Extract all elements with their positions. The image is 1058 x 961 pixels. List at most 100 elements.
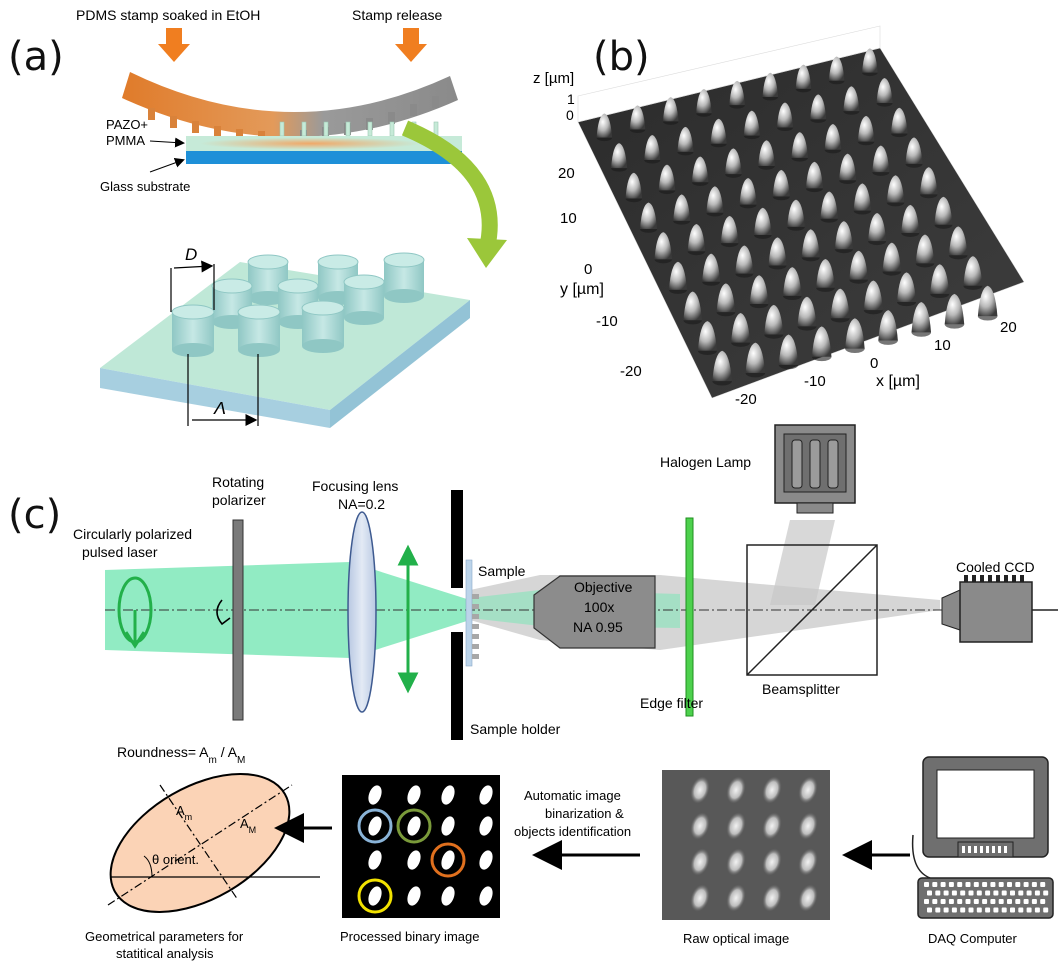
sample-slide	[465, 559, 473, 667]
objective	[533, 575, 656, 649]
raw-spot	[762, 776, 782, 804]
raw-spot	[726, 884, 746, 912]
y-tick-m20: -20	[620, 363, 642, 380]
peak	[668, 261, 688, 290]
keyboard-key	[960, 890, 966, 896]
raw-spot	[798, 776, 818, 804]
peak	[862, 48, 878, 73]
objective-label-1: Objective	[574, 579, 633, 595]
keyboard-key	[1043, 907, 1049, 913]
panel-b: (b) z [µm] 1 0 20 10 0 -10 -20 y [µm] -2…	[533, 25, 1025, 408]
keyboard-key	[924, 882, 929, 887]
peak	[758, 140, 775, 167]
analysis-row: Roundness= Am / AM Am AM θ orient. Geome…	[85, 744, 1054, 961]
raw-spot	[762, 884, 782, 912]
peak	[863, 280, 883, 311]
peak	[745, 342, 766, 374]
pdms-stamp	[122, 72, 458, 138]
binary-spot	[479, 850, 493, 870]
ring-yellow	[357, 878, 393, 914]
keyboard-key	[940, 882, 946, 887]
binary-spot	[368, 850, 382, 870]
keyboard-key	[1031, 899, 1037, 904]
peak	[876, 78, 893, 104]
keyboard-key	[943, 907, 949, 913]
peak	[762, 72, 779, 98]
peak	[934, 196, 953, 225]
keyboard-key	[1010, 907, 1015, 913]
keyboard-key	[965, 882, 971, 887]
panel-a: (a) PDMS stamp soaked in EtOH Stamp rele…	[8, 7, 507, 428]
y-tick-m10: -10	[596, 313, 618, 330]
binary-spot	[441, 785, 455, 805]
peak	[720, 215, 739, 244]
stamp-release-label: Stamp release	[352, 7, 442, 23]
keyboard-key	[943, 890, 949, 896]
peak	[743, 110, 760, 136]
raw-label: Raw optical image	[683, 931, 789, 946]
keyboard-key	[948, 899, 954, 904]
peak	[764, 304, 784, 335]
peak	[697, 321, 717, 351]
raw-spot	[690, 848, 710, 876]
halogen-lamp-label: Halogen Lamp	[660, 454, 751, 470]
peak	[639, 202, 658, 229]
keyboard-key	[1040, 882, 1046, 887]
peak	[683, 291, 702, 321]
beamsplitter	[746, 544, 878, 676]
binary-spot	[368, 785, 382, 805]
peak	[712, 350, 732, 382]
keyboard-key	[927, 907, 932, 913]
keyboard-key	[1043, 890, 1049, 896]
auto-label-2: binarization &	[545, 806, 624, 821]
keyboard-key	[1023, 882, 1029, 887]
z-tick-0: 0	[566, 107, 574, 123]
y-tick-10: 10	[560, 210, 577, 227]
pillar-array: D Λ	[100, 245, 470, 428]
peak	[772, 169, 790, 197]
peak	[725, 148, 742, 175]
binary-spots	[368, 785, 493, 906]
pazo-film	[186, 136, 462, 151]
peak	[696, 89, 712, 114]
peak	[677, 126, 694, 152]
lens-label-2: NA=0.2	[338, 496, 385, 512]
sample-holder-bottom	[451, 632, 463, 740]
laser-label-2: pulsed laser	[82, 544, 158, 560]
x-tick-m20: -20	[735, 391, 757, 408]
peak	[810, 94, 827, 120]
film-label-1: PAZO+	[106, 117, 148, 132]
rotating-polarizer	[232, 519, 244, 721]
major-axis-label: AM	[240, 816, 256, 835]
peak	[828, 56, 845, 81]
peak	[691, 156, 709, 183]
keyboard-key	[960, 907, 966, 913]
binary-spot	[407, 785, 421, 805]
processed-label: Processed binary image	[340, 929, 479, 944]
sample-holder-label: Sample holder	[470, 721, 561, 737]
peak	[824, 123, 842, 150]
peak	[776, 102, 794, 128]
panel-b-label: (b)	[593, 34, 650, 80]
binary-spot	[407, 850, 421, 870]
peak	[886, 175, 905, 203]
peak	[754, 207, 772, 236]
keyboard-key	[1001, 907, 1007, 913]
polarization-arrow	[117, 576, 153, 649]
orientation-label: θ orient.	[152, 852, 199, 867]
keyboard-key	[990, 899, 996, 904]
peak	[816, 258, 835, 288]
keyboard-key	[935, 907, 941, 913]
peak	[820, 191, 838, 219]
peak	[625, 172, 643, 199]
x-tick-0: 0	[870, 355, 878, 372]
peak	[905, 137, 923, 164]
film-label-2: PMMA	[106, 133, 145, 148]
peak	[795, 64, 812, 89]
binary-spot	[368, 886, 382, 906]
keyboard-key	[982, 882, 988, 887]
panel-c-label: (c)	[8, 492, 61, 538]
surface-peaks	[596, 48, 998, 386]
peak	[731, 313, 751, 343]
peak	[839, 153, 857, 181]
